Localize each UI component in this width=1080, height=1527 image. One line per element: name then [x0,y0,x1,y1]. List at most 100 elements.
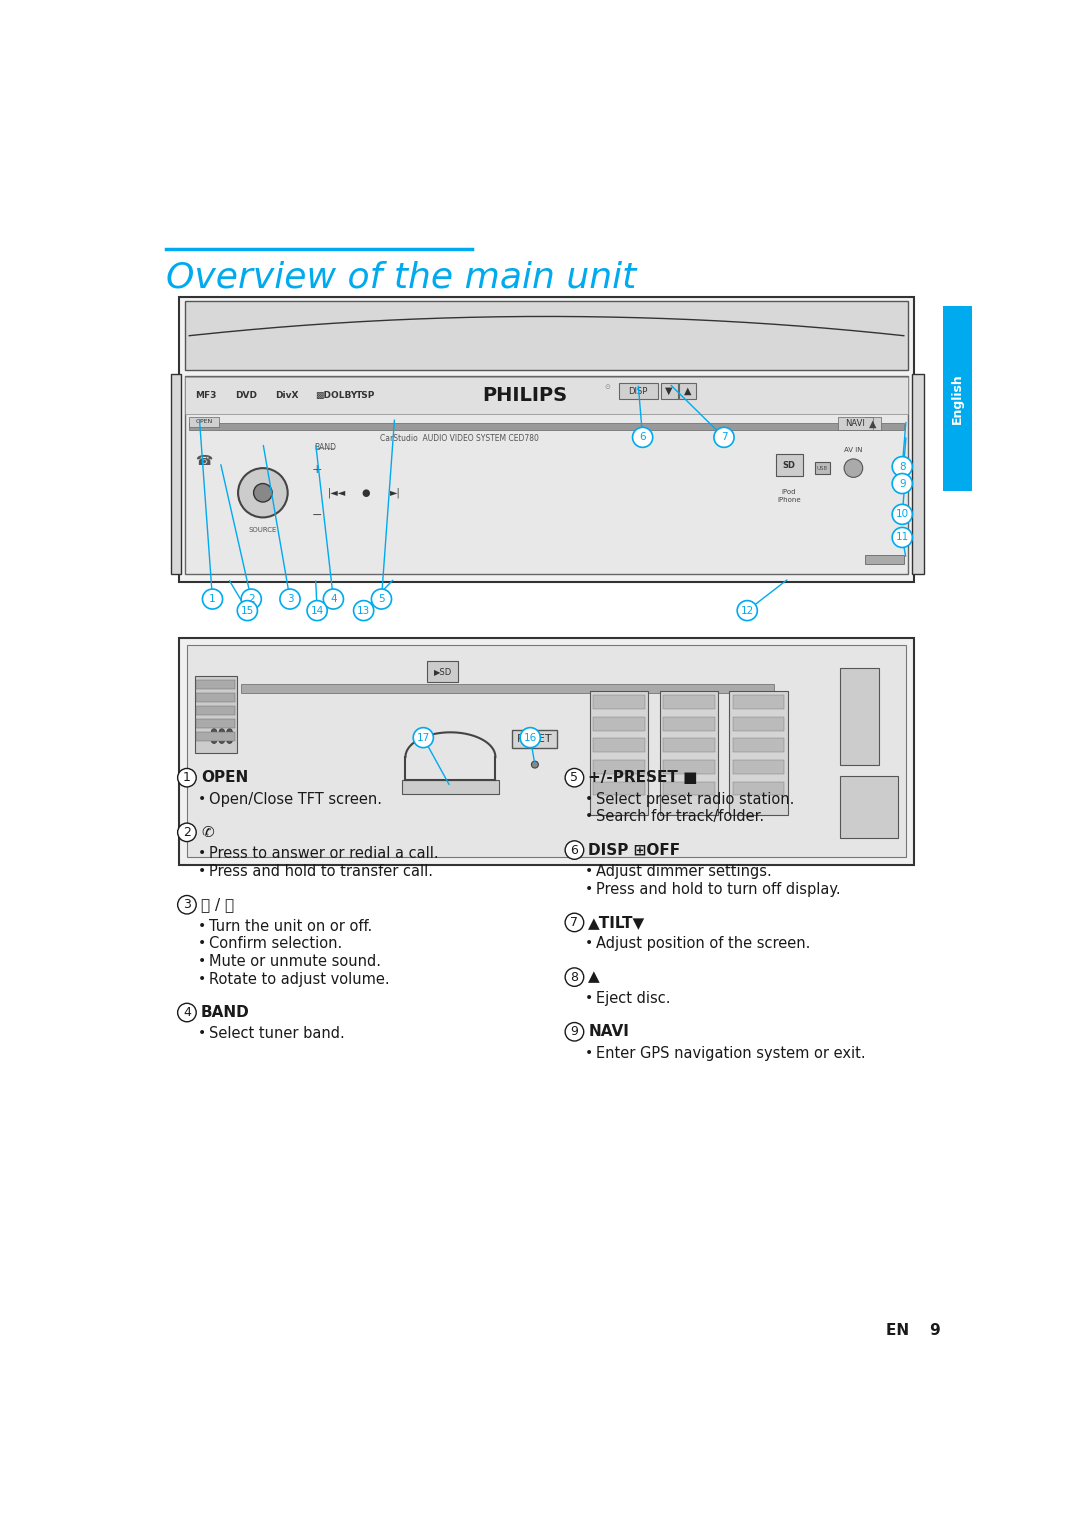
Text: BAND: BAND [314,443,336,452]
Circle shape [521,728,540,748]
Circle shape [202,589,222,609]
Circle shape [280,589,300,609]
Text: PHILIPS: PHILIPS [483,386,567,405]
Text: 13: 13 [357,606,370,615]
Bar [197,719,235,728]
Circle shape [565,1023,583,1041]
Circle shape [892,457,913,476]
Bar [172,374,180,574]
Text: ►|: ►| [390,487,401,498]
Text: BAND: BAND [201,1005,249,1020]
Text: OPEN: OPEN [201,770,248,785]
Bar [590,692,648,814]
Text: 6: 6 [570,843,579,857]
Text: Adjust dimmer settings.: Adjust dimmer settings. [596,864,772,880]
Text: DivX: DivX [275,391,299,400]
Bar [732,760,784,774]
Text: 10: 10 [895,510,908,519]
Text: 12: 12 [741,606,754,615]
Text: Eject disc.: Eject disc. [596,991,671,1006]
Text: CarStudio  AUDIO VIDEO SYSTEM CED780: CarStudio AUDIO VIDEO SYSTEM CED780 [380,434,539,443]
Bar [865,417,880,429]
Bar [663,739,715,753]
Bar [775,454,804,476]
Circle shape [177,1003,197,1022]
Bar [663,760,715,774]
Circle shape [565,768,583,786]
Bar [865,556,904,565]
Circle shape [177,768,197,786]
Text: ▲TILT▼: ▲TILT▼ [589,915,646,930]
Text: 2: 2 [248,594,255,605]
Circle shape [212,728,217,734]
Bar [732,716,784,731]
Text: 6: 6 [639,432,646,443]
Text: Select preset radio station.: Select preset radio station. [596,791,795,806]
Text: 3: 3 [183,898,191,912]
Text: DISP: DISP [629,386,648,395]
Bar [512,730,557,748]
Circle shape [241,589,261,609]
Text: Open/Close TFT screen.: Open/Close TFT screen. [208,791,381,806]
Text: AV IN: AV IN [845,447,863,454]
Text: RESET: RESET [517,734,553,744]
Text: •: • [585,864,594,878]
Bar [593,782,645,796]
Text: USB: USB [816,466,828,470]
Text: •: • [198,846,206,860]
Circle shape [565,913,583,931]
Text: DISP ⊞OFF: DISP ⊞OFF [589,843,680,858]
Text: •: • [198,1026,206,1040]
Text: Press and hold to transfer call.: Press and hold to transfer call. [208,864,433,880]
Text: ▲: ▲ [684,386,691,395]
Bar [661,383,677,399]
Text: Search for track/folder.: Search for track/folder. [596,809,765,825]
Text: 14: 14 [311,606,324,615]
Bar [593,760,645,774]
Text: 7: 7 [720,432,727,443]
Text: 8: 8 [899,461,905,472]
Circle shape [307,600,327,620]
Text: •: • [198,919,206,933]
Text: •: • [585,991,594,1005]
Text: 8: 8 [570,971,579,983]
Circle shape [219,738,225,744]
Text: •: • [198,936,206,950]
Text: ✆: ✆ [201,825,214,840]
Text: •: • [198,971,206,986]
Circle shape [353,600,374,620]
Text: iPod
iPhone: iPod iPhone [778,489,801,504]
Bar [840,776,899,838]
Text: 16: 16 [524,733,537,742]
Circle shape [372,589,392,609]
Text: NAVI: NAVI [845,418,865,428]
Circle shape [177,823,197,841]
Text: 15: 15 [241,606,254,615]
Bar [732,739,784,753]
Circle shape [565,968,583,986]
Text: 5: 5 [378,594,384,605]
Text: ⊙: ⊙ [604,385,610,391]
Bar [840,669,879,765]
Bar [732,782,784,796]
Bar [814,463,831,475]
Bar [593,716,645,731]
Text: Confirm selection.: Confirm selection. [208,936,342,951]
Circle shape [531,760,539,768]
Text: NAVI: NAVI [589,1025,630,1040]
Text: Overview of the main unit: Overview of the main unit [166,260,636,295]
Text: TSP: TSP [356,391,375,400]
Text: Turn the unit on or off.: Turn the unit on or off. [208,919,372,933]
Circle shape [414,728,433,748]
Circle shape [892,527,913,548]
Text: •: • [585,881,594,896]
Text: MF3: MF3 [194,391,216,400]
Bar [197,733,235,742]
Text: •: • [198,954,206,968]
Bar [593,695,645,709]
Circle shape [227,728,232,734]
Circle shape [219,719,225,725]
Circle shape [212,738,217,744]
Circle shape [254,484,272,502]
Text: Enter GPS navigation system or exit.: Enter GPS navigation system or exit. [596,1046,866,1061]
